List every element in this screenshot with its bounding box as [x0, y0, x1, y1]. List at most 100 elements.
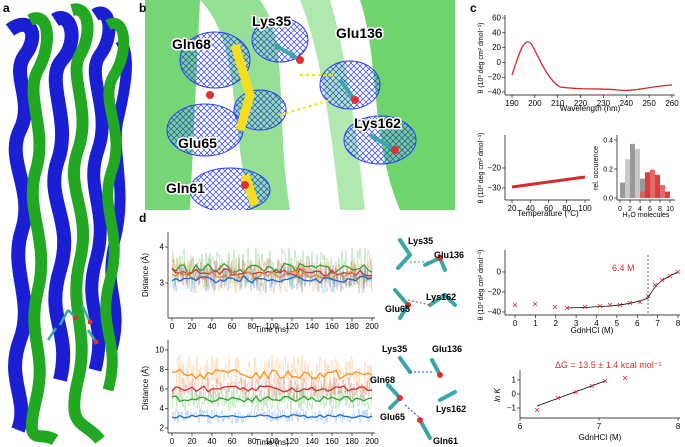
lnk-point — [602, 378, 608, 384]
distance-trace — [171, 274, 373, 284]
label-glu65: Glu65 — [178, 135, 217, 151]
sch-top-glu136: Glu136 — [434, 250, 464, 260]
den-point — [645, 293, 651, 299]
lnk-ylabel: ln K — [493, 387, 502, 401]
hist-bar-red — [660, 185, 665, 198]
distance-trace-raw — [171, 264, 373, 295]
panel-letters: a b c d — [3, 1, 477, 225]
den-point — [627, 300, 633, 306]
cd-y-tick-label: −20 — [487, 73, 501, 82]
den-point — [607, 302, 613, 308]
distance-trace — [171, 262, 373, 275]
hist-x-tick-label: 8 — [658, 206, 662, 213]
dbot-x-tick-label: 0 — [170, 437, 175, 446]
distance-trace-raw — [171, 247, 373, 290]
dbot-y-tick-label: 10 — [155, 346, 164, 355]
temp-xlabel: Temperature (°C) — [517, 209, 579, 218]
cd-x-tick-label: 220 — [574, 99, 588, 108]
lnk-point — [589, 383, 595, 389]
structure-labels: Lys35 Gln68 Glu136 Glu65 Lys162 Gln61 — [165, 12, 403, 198]
hist-bar-grey — [625, 159, 630, 198]
den-point — [617, 302, 623, 308]
temp-x-tick-label: 40 — [526, 204, 535, 213]
dtop-x-tick-label: 60 — [228, 322, 237, 331]
lnk-y-tick-label: −1 — [507, 404, 517, 413]
dbot-ylabel: Distance (Å) — [141, 366, 150, 410]
hist-y-ticks: 0.4 0.2 0.0 — [603, 138, 617, 203]
dbot-x-tick-label: 80 — [248, 437, 257, 446]
hist-bar-red — [665, 191, 670, 198]
cd-xlabel: Wavelength (nm) — [560, 104, 621, 113]
dbot-x-tick-label: 40 — [208, 437, 217, 446]
cd-x-tick-label: 200 — [528, 99, 542, 108]
lnk-y-tick-label: 0 — [512, 390, 517, 399]
lnk-x-tick-label: 7 — [597, 422, 602, 431]
hist-x-tick-label: 10 — [666, 206, 674, 213]
den-y-tick-label: −40 — [487, 308, 501, 317]
dtop-xlabel: Time (ns) — [255, 325, 289, 334]
dbot-x-tick-label: 160 — [325, 437, 339, 446]
dg-label: ΔG = 13.5 ± 1.4 kcal mol⁻¹ — [555, 360, 662, 370]
den-x-tick-label: 8 — [676, 319, 681, 328]
den-x-tick-label: 0 — [513, 319, 518, 328]
hist-bar-grey — [630, 143, 635, 198]
cd-x-tick-label: 230 — [597, 99, 611, 108]
dtop-x-tick-label: 80 — [248, 322, 257, 331]
distance-top-plot: 4 3 0 20 40 60 80 100 120 140 160 180 200 Time (ns)… — [141, 232, 379, 334]
sch-bot-lys35: Lys35 — [382, 344, 407, 354]
sch-top-lys35: Lys35 — [408, 236, 433, 246]
lnk-y-ticks: 1 0 −1 — [507, 376, 520, 413]
panel-letter-a: a — [3, 1, 10, 15]
temperature-plot: −20 −30 20 40 60 80 100 Temperature (°C) θ (1… — [478, 133, 592, 219]
hist-x-tick-label: 4 — [638, 206, 642, 213]
label-glu136: Glu136 — [336, 25, 383, 41]
panel-letter-b: b — [139, 1, 146, 15]
den-point — [582, 304, 588, 310]
dtop-x-tick-label: 120 — [285, 322, 299, 331]
lnk-point — [555, 395, 561, 401]
den-x-tick-label: 4 — [594, 319, 599, 328]
label-gln61: Gln61 — [166, 180, 205, 196]
hist-bar-red — [645, 172, 650, 198]
dtop-y-tick-label: 4 — [160, 243, 165, 252]
dbot-y-tick-label: 6 — [160, 385, 165, 394]
dtop-x-tick-label: 20 — [188, 322, 197, 331]
panel-letter-d: d — [139, 211, 146, 225]
sch-bot-glu136: Glu136 — [432, 344, 462, 354]
dbot-x-tick-label: 100 — [265, 437, 279, 446]
dbot-x-tick-label: 140 — [305, 437, 319, 446]
temp-x-ticks: 20 40 60 80 100 — [508, 200, 592, 213]
dtop-x-tick-label: 0 — [170, 322, 175, 331]
lnk-xlabel: GdnHCl (M) — [579, 433, 622, 442]
cd-y-tick-label: 20 — [492, 43, 501, 52]
hist-bar-red — [650, 169, 655, 198]
temp-ylabel: θ (10³ deg cm² dmol⁻¹) — [478, 133, 485, 204]
sch-bot-gln61: Gln61 — [433, 436, 458, 446]
schematic-top: Lys35 Glu136 Glu65 Lys162 — [385, 236, 464, 320]
den-point — [667, 273, 673, 279]
dtop-x-tick-label: 100 — [265, 322, 279, 331]
cd-x-tick-label: 250 — [642, 99, 656, 108]
distance-trace-raw — [171, 386, 373, 412]
dtop-y-tick-label: 3 — [160, 279, 165, 288]
hist-ylabel: rel. occurence — [593, 146, 600, 190]
den-y-ticks: 0 −20 −40 — [487, 268, 505, 317]
cd-y-tick-label: −40 — [487, 88, 501, 97]
cd-x-ticks: 190 200 210 220 230 240 250 260 — [505, 95, 679, 108]
den-point — [637, 299, 643, 305]
label-lys35: Lys35 — [252, 13, 291, 29]
lnk-point — [573, 389, 579, 395]
hist-bar-red — [640, 191, 645, 198]
sch-top-glu65: Glu65 — [385, 304, 410, 314]
temp-x-tick-label: 80 — [562, 204, 571, 213]
dbot-y-tick-label: 4 — [160, 404, 165, 413]
dtop-x-tick-label: 160 — [325, 322, 339, 331]
distance-bottom-plot: 10 8 6 4 2 0 20 40 60 80 100 120 140 160 180 200 Time … — [141, 340, 379, 447]
hist-bar-grey — [635, 149, 640, 198]
temp-y-tick-label: −20 — [487, 164, 501, 173]
hist-xlabel: H₂O molecules — [623, 212, 670, 219]
sch-bot-glu65: Glu65 — [380, 412, 405, 422]
hist-y-tick-label: 0.0 — [603, 196, 613, 203]
